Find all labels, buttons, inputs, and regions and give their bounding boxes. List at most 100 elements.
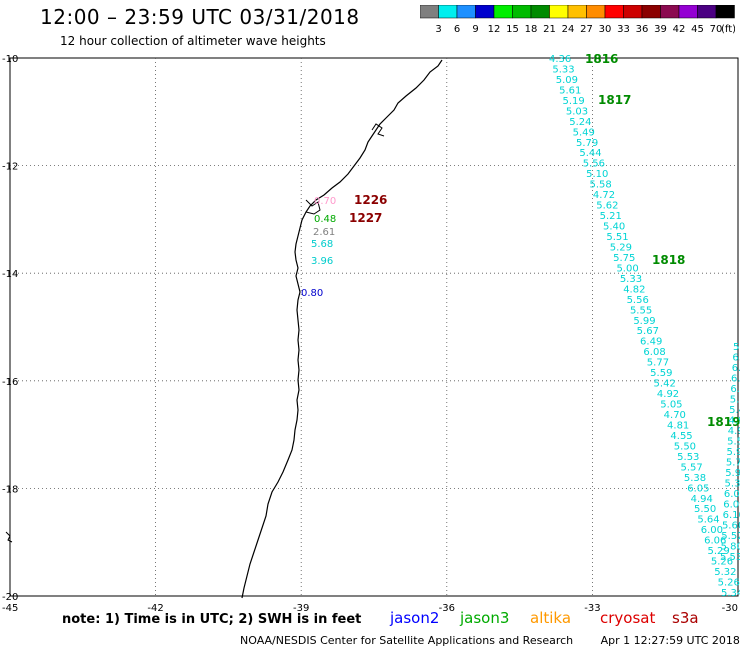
longitude-tick-label: -30 [722, 603, 738, 614]
scale-tick-label: 18 [525, 24, 538, 35]
satellite-s3a: s3a [672, 609, 699, 627]
track-wave-height: 6.10 [723, 510, 740, 521]
track-wave-height: 5.24 [569, 117, 591, 128]
scale-tick-label: 39 [654, 24, 667, 35]
track-wave-height: 5.80 [721, 542, 740, 553]
scale-tick-label: (ft) [721, 24, 735, 35]
pass-number-label: 1817 [598, 93, 631, 107]
track-wave-height: 4.81 [667, 420, 689, 431]
track-wave-height: 5.40 [603, 222, 625, 233]
track-wave-height: 5.10 [586, 169, 608, 180]
track-wave-height: 5.51 [606, 232, 628, 243]
track-wave-height: 6.41 [730, 384, 740, 395]
track-wave-height: 5.33 [552, 64, 574, 75]
latitude-tick-label: -10 [2, 54, 18, 65]
track-wave-height: 5.33 [620, 274, 642, 285]
track-wave-height: 6.09 [723, 500, 740, 511]
map-title: 12:00 – 23:59 UTC 03/31/2018 [40, 5, 360, 29]
track-wave-height: 5.42 [654, 379, 676, 390]
scale-tick-label: 9 [472, 24, 478, 35]
footer: NOAA/NESDIS Center for Satellite Applica… [240, 634, 740, 647]
scale-tick-label: 36 [636, 24, 649, 35]
track-wave-height: 5.99 [633, 316, 655, 327]
longitude-tick-label: -45 [2, 603, 18, 614]
coastal-wave-height: 0.70 [314, 196, 336, 207]
coast-fragment [5, 531, 13, 543]
pass-number-label: 1226 [354, 193, 387, 207]
track-wave-height: 5.05 [660, 400, 682, 411]
track-wave-height: 5.44 [579, 148, 601, 159]
track-wave-height: 6.03 [731, 374, 740, 385]
track-wave-height: 5.29 [610, 242, 632, 253]
track-wave-height: 5.56 [627, 295, 649, 306]
track-wave-height: 6.00 [701, 525, 723, 536]
track-wave-height: 4.97 [728, 416, 740, 427]
track-wave-height: 5.50 [694, 504, 716, 515]
scale-tick-label: 12 [488, 24, 501, 35]
track-wave-height: 5.77 [730, 395, 740, 406]
track-wave-height: 5.57 [681, 462, 703, 473]
satellite-jason2: jason2 [390, 609, 440, 627]
note-text: note: 1) Time is in UTC; 2) SWH is in fe… [62, 612, 362, 627]
track-wave-height: 5.21 [600, 211, 622, 222]
latitude-tick-label: -12 [2, 162, 18, 173]
scale-tick-label: 21 [543, 24, 556, 35]
track-wave-height: 5.77 [647, 358, 669, 369]
longitude-tick-label: -42 [147, 603, 163, 614]
track-wave-height: 5.50 [674, 441, 696, 452]
track-wave-height: 5.61 [733, 342, 740, 353]
track-wave-height: 5.29 [708, 546, 730, 557]
track-wave-height: 5.43 [729, 405, 740, 416]
scale-tick-label: 33 [617, 24, 630, 35]
coastal-wave-height: 3.96 [311, 256, 333, 267]
track-wave-height: 5.26 [718, 578, 740, 589]
coastline [241, 59, 443, 599]
track-wave-height: 5.59 [650, 368, 672, 379]
scale-tick-label: 3 [435, 24, 441, 35]
track-wave-height: 6.07 [724, 489, 740, 500]
track-wave-height: 5.94 [727, 447, 740, 458]
wave-height-color-scale: 3 6 9 12 15 18 21 24 27 30 33 36 39 42 45 70(ft) [420, 5, 735, 35]
track-wave-height: 5.19 [562, 96, 584, 107]
track-wave-height: 4.82 [623, 284, 645, 295]
bay-detail [305, 199, 321, 215]
track-wave-height: 5.61 [559, 85, 581, 96]
longitude-tick-label: -33 [584, 603, 600, 614]
pass-number-label: 1818 [652, 253, 685, 267]
track-wave-height: 5.67 [637, 326, 659, 337]
track-wave-height: 5.91 [725, 468, 740, 479]
track-wave-height: 5.26 [711, 557, 733, 568]
track-wave-height: 5.52 [721, 531, 740, 542]
track-wave-height: 4.55 [670, 431, 692, 442]
longitude-tick-label: -39 [293, 603, 309, 614]
track-wave-height: 4.70 [664, 410, 686, 421]
track-wave-height: 4.72 [593, 190, 615, 201]
pass-number-label: 1227 [349, 211, 382, 225]
track-wave-height: 5.62 [596, 201, 618, 212]
track-wave-height: 5.79 [576, 138, 598, 149]
track-wave-height: 6.31 [732, 353, 740, 364]
coastal-wave-height: 2.61 [313, 227, 335, 238]
track-wave-height: 6.06 [704, 536, 726, 547]
track-wave-height: 6.08 [643, 347, 665, 358]
track-wave-height: 5.32 [714, 567, 736, 578]
track-wave-height: 5.33 [725, 479, 740, 490]
track-wave-height: 4.36 [549, 54, 571, 65]
track-wave-height: 5.75 [613, 253, 635, 264]
satellite-altika: altika [530, 609, 572, 627]
track-wave-height: 6.47 [732, 363, 740, 374]
track-wave-height: 5.56 [583, 159, 605, 170]
track-wave-height: 5.09 [556, 75, 578, 86]
scale-tick-label: 15 [506, 24, 519, 35]
track-wave-height: 5.58 [589, 180, 611, 191]
scale-tick-label: 42 [673, 24, 686, 35]
scale-tick-label: 30 [599, 24, 612, 35]
track-wave-height: 5.70 [726, 458, 740, 469]
track-wave-height: 4.92 [657, 389, 679, 400]
latitude-tick-label: -14 [2, 269, 18, 280]
bay-detail [371, 123, 385, 137]
track-wave-height: 5.34 [721, 588, 740, 599]
latitude-tick-label: -16 [2, 377, 18, 388]
track-wave-height: 5.03 [566, 106, 588, 117]
